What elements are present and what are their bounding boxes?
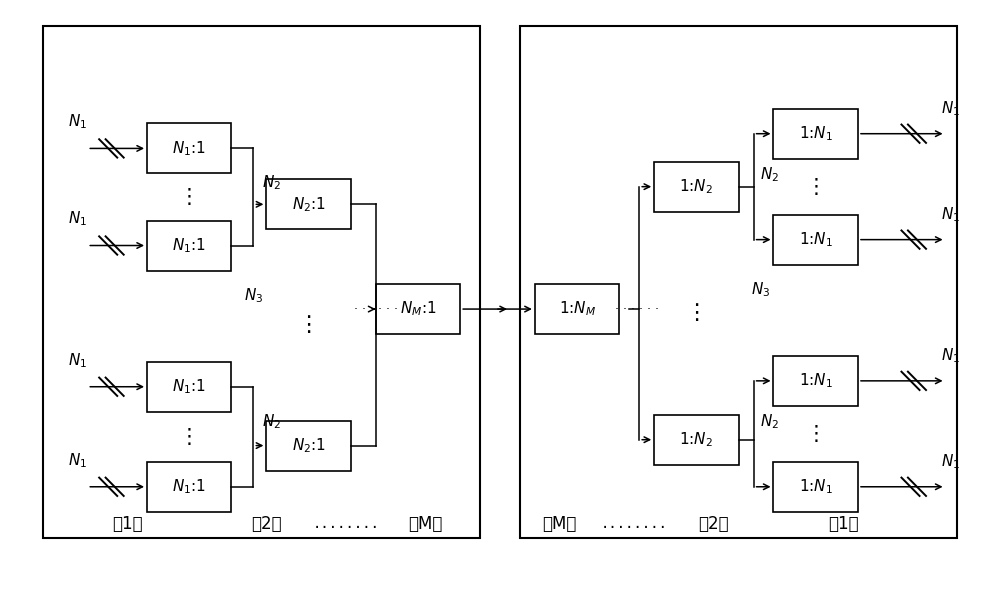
Text: $N_1$: $N_1$ (68, 210, 87, 228)
Bar (654, 415, 739, 465)
Text: 1:$N_1$: 1:$N_1$ (799, 124, 833, 143)
Text: $N_2$: $N_2$ (262, 173, 281, 192)
Bar (773, 462, 858, 512)
Bar (773, 214, 858, 265)
Bar (147, 362, 231, 412)
Text: ⋮: ⋮ (297, 315, 320, 335)
Bar (266, 421, 351, 470)
Text: 第1级: 第1级 (828, 514, 858, 533)
Text: $N_1$:1: $N_1$:1 (172, 139, 206, 158)
Text: · · · · · ·: · · · · · · (615, 302, 659, 315)
Text: $N_3$: $N_3$ (244, 286, 264, 305)
Text: $N_1$: $N_1$ (941, 453, 960, 472)
Text: $N_2$: $N_2$ (262, 413, 281, 431)
Bar (520, 26, 957, 538)
Text: $N_M$:1: $N_M$:1 (400, 300, 436, 318)
Text: 1:$N_1$: 1:$N_1$ (799, 230, 833, 249)
Text: ⋮: ⋮ (179, 187, 200, 207)
Text: $N_1$: $N_1$ (68, 451, 87, 470)
Bar (43, 26, 480, 538)
Text: ........: ........ (312, 517, 379, 530)
Bar (147, 462, 231, 512)
Bar (773, 109, 858, 159)
Text: ⋮: ⋮ (805, 176, 826, 197)
Text: 1:$N_1$: 1:$N_1$ (799, 478, 833, 496)
Bar (266, 179, 351, 229)
Text: · · · · · ·: · · · · · · (354, 302, 398, 315)
Bar (535, 284, 619, 334)
Text: ⋮: ⋮ (805, 424, 826, 444)
Text: $N_1$: $N_1$ (68, 113, 87, 131)
Bar (147, 220, 231, 270)
Text: $N_1$:1: $N_1$:1 (172, 377, 206, 396)
Text: 第2级: 第2级 (698, 514, 729, 533)
Text: 1:$N_M$: 1:$N_M$ (559, 300, 596, 318)
Text: ........: ........ (601, 517, 668, 530)
Text: 第1级: 第1级 (112, 514, 142, 533)
Text: $N_1$: $N_1$ (941, 347, 960, 365)
Text: 第M级: 第M级 (408, 514, 443, 533)
Text: $N_1$: $N_1$ (941, 206, 960, 225)
Text: $N_2$:1: $N_2$:1 (292, 436, 326, 455)
Text: $N_1$: $N_1$ (68, 351, 87, 369)
Text: $N_2$:1: $N_2$:1 (292, 195, 326, 214)
Text: $N_1$:1: $N_1$:1 (172, 478, 206, 496)
Text: $N_2$: $N_2$ (760, 413, 779, 431)
Text: 1:$N_1$: 1:$N_1$ (799, 371, 833, 390)
Text: ⋮: ⋮ (685, 303, 708, 323)
Bar (773, 356, 858, 406)
Text: $N_2$: $N_2$ (760, 166, 779, 184)
Text: $N_3$: $N_3$ (751, 280, 771, 299)
Text: 第M级: 第M级 (542, 514, 577, 533)
Text: $N_1$: $N_1$ (941, 100, 960, 118)
Bar (654, 162, 739, 211)
Text: 1:$N_2$: 1:$N_2$ (679, 430, 713, 449)
Text: 第2级: 第2级 (251, 514, 282, 533)
Text: ⋮: ⋮ (179, 426, 200, 447)
Bar (376, 284, 460, 334)
Bar (147, 124, 231, 173)
Text: $N_1$:1: $N_1$:1 (172, 236, 206, 255)
Text: 1:$N_2$: 1:$N_2$ (679, 178, 713, 196)
